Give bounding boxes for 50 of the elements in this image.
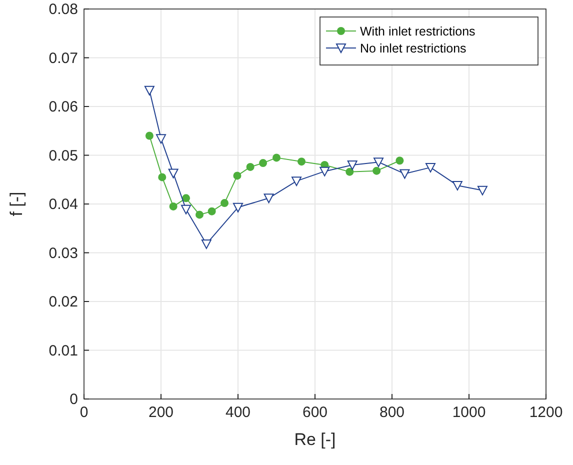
x-tick-label: 1000 bbox=[452, 404, 486, 421]
point bbox=[182, 194, 190, 202]
legend-label: No inlet restrictions bbox=[360, 42, 466, 56]
y-tick-label: 0.02 bbox=[48, 294, 78, 310]
point bbox=[346, 168, 354, 176]
point bbox=[208, 207, 216, 216]
point bbox=[158, 173, 166, 182]
point bbox=[426, 162, 436, 172]
point bbox=[246, 162, 254, 171]
point bbox=[201, 239, 212, 249]
point bbox=[292, 176, 302, 186]
point bbox=[320, 166, 330, 176]
point bbox=[181, 204, 192, 214]
legend-label: With inlet restrictions bbox=[360, 24, 476, 38]
point bbox=[220, 199, 229, 208]
point bbox=[233, 202, 243, 212]
point bbox=[156, 134, 166, 144]
point bbox=[169, 202, 178, 210]
x-tick-label: 1200 bbox=[529, 404, 563, 421]
point bbox=[272, 154, 280, 162]
point bbox=[145, 132, 154, 140]
x-tick-label: 800 bbox=[379, 404, 405, 421]
point bbox=[347, 160, 358, 170]
y-tick-label: 0.05 bbox=[48, 147, 78, 164]
point bbox=[477, 186, 488, 196]
point bbox=[259, 159, 268, 168]
point bbox=[374, 158, 384, 168]
y-tick-label: 0.08 bbox=[48, 1, 78, 18]
point bbox=[372, 166, 381, 175]
y-tick-label: 0.06 bbox=[48, 98, 78, 116]
point bbox=[144, 86, 154, 96]
y-tick-label: 0.04 bbox=[48, 196, 78, 213]
x-tick-label: 200 bbox=[148, 404, 174, 421]
y-tick-label: 0 bbox=[70, 391, 78, 408]
point bbox=[196, 210, 204, 219]
x-tick-label: 600 bbox=[302, 404, 328, 421]
y-axis-title: f [-] bbox=[7, 192, 26, 216]
x-tick-label: 0 bbox=[80, 404, 88, 421]
y-tick-label: 0.07 bbox=[48, 50, 78, 67]
x-tick-label: 400 bbox=[225, 404, 251, 421]
y-tick-label: 0.03 bbox=[48, 244, 78, 262]
point bbox=[264, 194, 274, 204]
point bbox=[452, 180, 462, 190]
y-tick-label: 0.01 bbox=[48, 342, 78, 360]
x-axis-title: Re [-] bbox=[294, 430, 336, 449]
point bbox=[396, 156, 404, 165]
point bbox=[298, 158, 306, 166]
point bbox=[233, 172, 242, 180]
point bbox=[400, 169, 410, 179]
point bbox=[168, 168, 178, 178]
